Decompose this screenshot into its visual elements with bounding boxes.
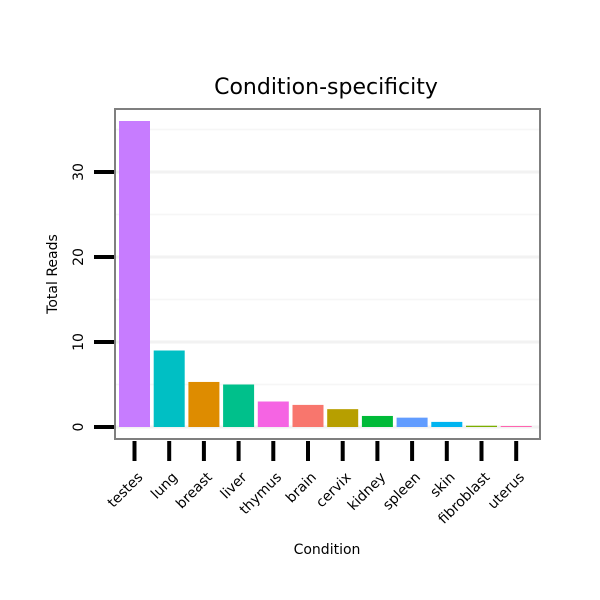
bar-fibroblast <box>466 425 497 427</box>
y-tick-label: 0 <box>71 423 87 432</box>
bar-liver <box>223 384 255 427</box>
bar-kidney <box>361 415 393 427</box>
y-axis: 0 10 20 30 <box>71 163 114 431</box>
plot-panel-border <box>114 108 541 440</box>
bar-spleen <box>396 417 428 427</box>
bar-skin <box>431 421 463 427</box>
bar-thymus <box>257 401 289 427</box>
bars <box>119 121 532 427</box>
y-tick-label: 20 <box>71 248 87 266</box>
bar-testes <box>119 121 150 427</box>
y-axis-title: Total Reads <box>45 234 61 315</box>
y-tick-label: 30 <box>71 163 87 181</box>
x-tick-label-breast: breast <box>173 469 216 512</box>
y-tick-label: 10 <box>71 333 87 351</box>
bar-breast <box>188 381 220 427</box>
bar-uterus <box>500 425 532 427</box>
bar-cervix <box>327 409 359 427</box>
x-axis-title: Condition <box>294 542 361 558</box>
x-tick-label-testes: testes <box>105 470 147 512</box>
x-tick-label-uterus: uterus <box>485 470 528 513</box>
bar-lung <box>153 350 185 427</box>
chart-title: Condition-specificity <box>214 75 438 100</box>
bar-brain <box>292 404 324 427</box>
x-tick-label-spleen: spleen <box>380 470 424 514</box>
x-tick-label-kidney: kidney <box>345 470 389 514</box>
x-tick-label-skin: skin <box>427 470 458 501</box>
